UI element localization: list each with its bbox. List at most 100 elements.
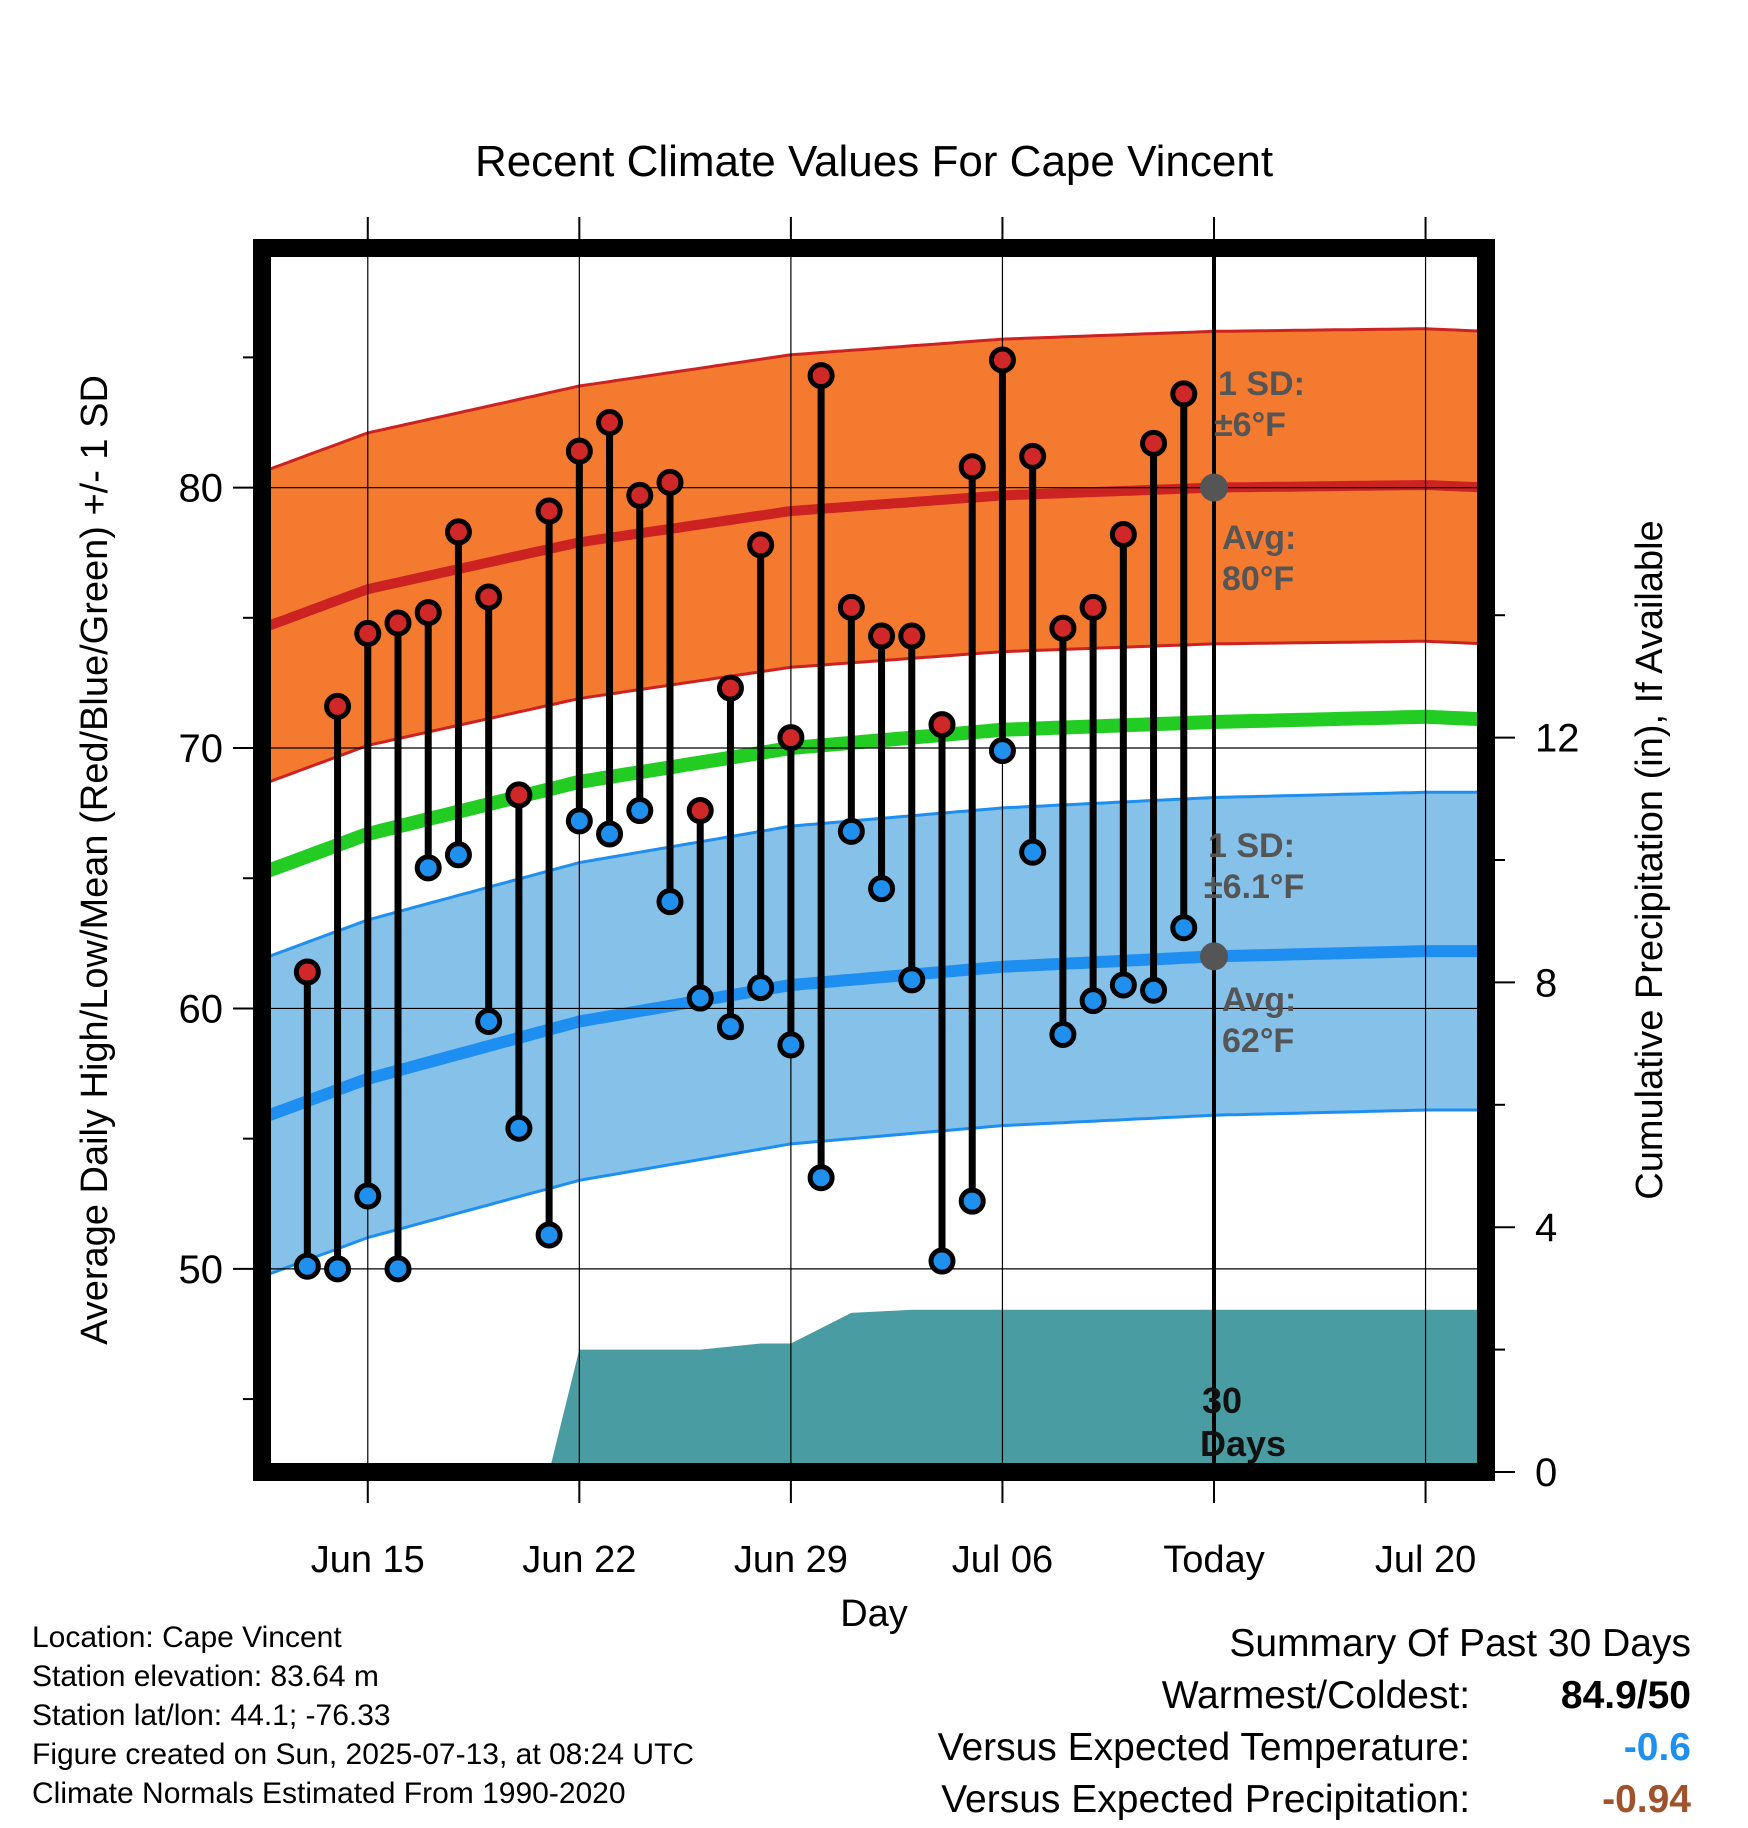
daily-high-point xyxy=(898,622,926,650)
daily-high-point xyxy=(596,408,624,436)
observation-day xyxy=(1109,520,1137,999)
daily-high-point xyxy=(384,609,412,637)
temp-deviation-value: -0.6 xyxy=(1623,1726,1691,1769)
daily-low-point xyxy=(807,1164,835,1192)
summary-warmest-row: Warmest/Coldest: 84.9/50 xyxy=(938,1670,1691,1722)
window-days-annotation: 30 xyxy=(1202,1380,1242,1421)
daily-low-point xyxy=(505,1114,533,1142)
daily-high-point xyxy=(354,619,382,647)
location-text: Location: Cape Vincent xyxy=(32,1621,342,1654)
high-band-lower-edge xyxy=(262,639,1486,786)
observation-day xyxy=(384,609,412,1283)
avg-low-line xyxy=(262,945,1486,1124)
plot-area xyxy=(262,248,1486,1472)
observation-day xyxy=(475,583,503,1035)
daily-high-point xyxy=(626,481,654,509)
daily-low-point xyxy=(535,1221,563,1249)
observation-day xyxy=(837,593,865,845)
observation-day xyxy=(898,622,926,994)
daily-high-point xyxy=(414,599,442,627)
observation-day xyxy=(535,497,563,1249)
daily-low-point xyxy=(898,966,926,994)
daily-low-point xyxy=(837,817,865,845)
y2-tick-label: 0 xyxy=(1535,1451,1557,1495)
observation-day xyxy=(324,692,352,1283)
summary-precip-row: Versus Expected Precipitation: -0.94 xyxy=(938,1774,1691,1826)
y2-axis-label: Cumulative Precipitation (in), If Availa… xyxy=(1629,520,1671,1199)
daily-low-point xyxy=(747,974,775,1002)
observation-day xyxy=(565,437,593,835)
low-sd-band xyxy=(262,792,1486,1277)
daily-high-point xyxy=(1170,380,1198,408)
daily-low-point xyxy=(777,1031,805,1059)
high-sd-annotation: 1 SD: xyxy=(1218,365,1305,403)
daily-high-point xyxy=(505,781,533,809)
daily-high-point xyxy=(1140,429,1168,457)
warmest-label: Warmest/Coldest: xyxy=(1161,1674,1471,1717)
observation-day xyxy=(354,619,382,1210)
daily-low-point xyxy=(656,888,684,916)
y-tick-label: 80 xyxy=(179,467,224,511)
y2-tick-label: 12 xyxy=(1535,717,1580,761)
y2-tick-label: 8 xyxy=(1535,961,1557,1005)
daily-high-point xyxy=(656,468,684,496)
low-avg-annotation-value: 62°F xyxy=(1222,1022,1294,1060)
observation-day xyxy=(656,468,684,916)
daily-low-point xyxy=(1109,971,1137,999)
daily-low-point xyxy=(354,1182,382,1210)
latlon-text: Station lat/lon: 44.1; -76.33 xyxy=(32,1699,391,1732)
today-avg-low-marker xyxy=(1200,942,1228,971)
observation-day xyxy=(293,958,321,1280)
y-tick-label: 50 xyxy=(179,1248,224,1292)
summary-panel: Summary Of Past 30 Days Warmest/Coldest:… xyxy=(938,1618,1691,1826)
y-tick-label: 60 xyxy=(179,987,224,1031)
daily-high-point xyxy=(1049,614,1077,642)
x-tick-label: Jun 15 xyxy=(311,1539,425,1581)
low-sd-annotation: 1 SD: xyxy=(1208,827,1295,865)
x-tick-label: Jul 20 xyxy=(1375,1539,1476,1581)
plot-frame xyxy=(253,239,1495,1481)
avg-mean-line xyxy=(262,709,1486,880)
daily-low-point xyxy=(868,875,896,903)
observation-day xyxy=(626,481,654,825)
daily-low-point xyxy=(1140,976,1168,1004)
observation-day xyxy=(505,781,533,1142)
cumulative-precip-area xyxy=(262,1309,1486,1472)
daily-low-point xyxy=(988,737,1016,765)
daily-high-point xyxy=(686,797,714,825)
y-tick-label: 70 xyxy=(179,727,224,771)
high-sd-band xyxy=(262,328,1486,785)
observation-day xyxy=(444,518,472,869)
low-sd-annotation-value: ±6.1°F xyxy=(1204,868,1304,906)
high-avg-annotation-value: 80°F xyxy=(1222,560,1294,598)
daily-high-point xyxy=(565,437,593,465)
station-info: Location: Cape Vincent Station elevation… xyxy=(32,1618,694,1813)
y2-tick-label: 4 xyxy=(1535,1206,1557,1250)
daily-high-point xyxy=(747,531,775,559)
daily-high-point xyxy=(444,518,472,546)
observation-day xyxy=(988,346,1016,765)
observation-day xyxy=(686,797,714,1012)
daily-low-point xyxy=(958,1187,986,1215)
elevation-text: Station elevation: 83.64 m xyxy=(32,1660,379,1693)
y-axis-label: Average Daily High/Low/Mean (Red/Blue/Gr… xyxy=(74,375,116,1345)
daily-low-point xyxy=(596,820,624,848)
today-avg-high-marker xyxy=(1200,473,1228,502)
daily-high-point xyxy=(535,497,563,525)
observation-day xyxy=(747,531,775,1002)
daily-high-point xyxy=(958,453,986,481)
axis-ticks: 50 60 70 80 0 4 8 12 Jun 15 Jun 22 Jun 29 Jul 06 Tod… xyxy=(179,217,1580,1581)
avg-high-line xyxy=(262,479,1486,633)
observation-day xyxy=(596,408,624,848)
daily-high-point xyxy=(988,346,1016,374)
daily-low-point xyxy=(686,984,714,1012)
daily-observations xyxy=(293,346,1198,1283)
observation-day xyxy=(1019,442,1047,866)
daily-low-point xyxy=(293,1252,321,1280)
x-tick-label: Jun 22 xyxy=(522,1539,636,1581)
x-tick-label: Jul 06 xyxy=(952,1539,1053,1581)
high-band-upper-edge xyxy=(262,327,1486,474)
normals-text: Climate Normals Estimated From 1990-2020 xyxy=(32,1777,626,1810)
observation-day xyxy=(1079,593,1107,1015)
window-days-annotation-label: Days xyxy=(1200,1423,1286,1464)
